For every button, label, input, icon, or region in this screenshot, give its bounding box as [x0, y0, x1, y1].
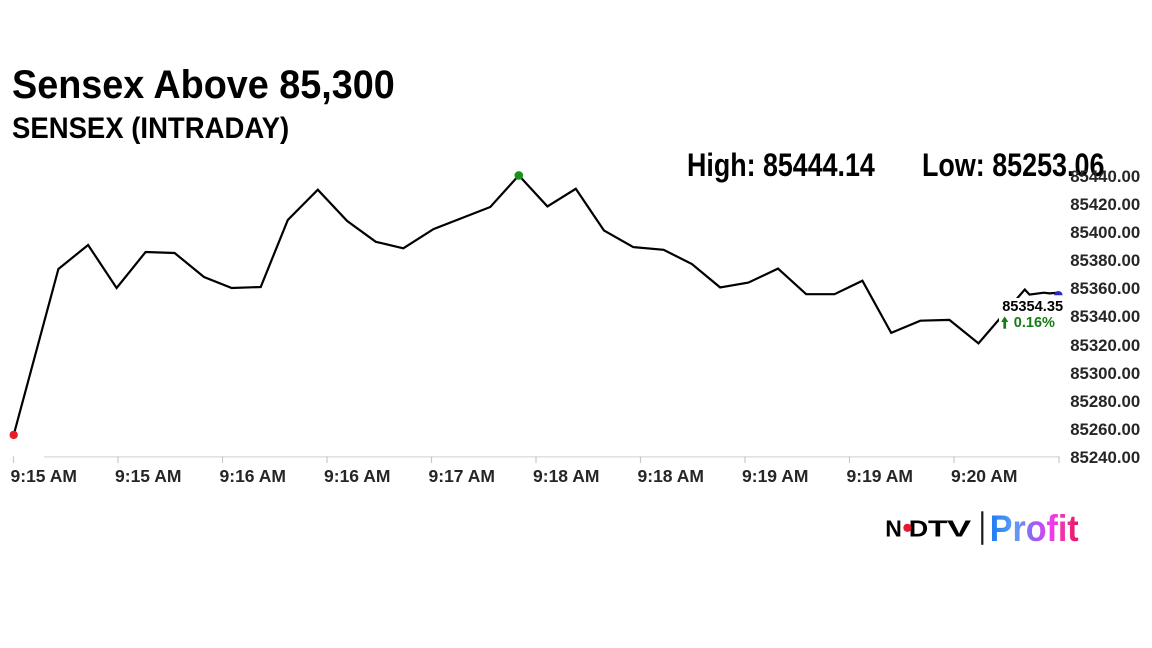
svg-text:T: T: [928, 516, 948, 541]
svg-text:N: N: [885, 516, 902, 542]
svg-text:V: V: [947, 516, 972, 542]
svg-text:Profit: Profit: [990, 508, 1079, 549]
svg-text:D: D: [909, 517, 928, 543]
